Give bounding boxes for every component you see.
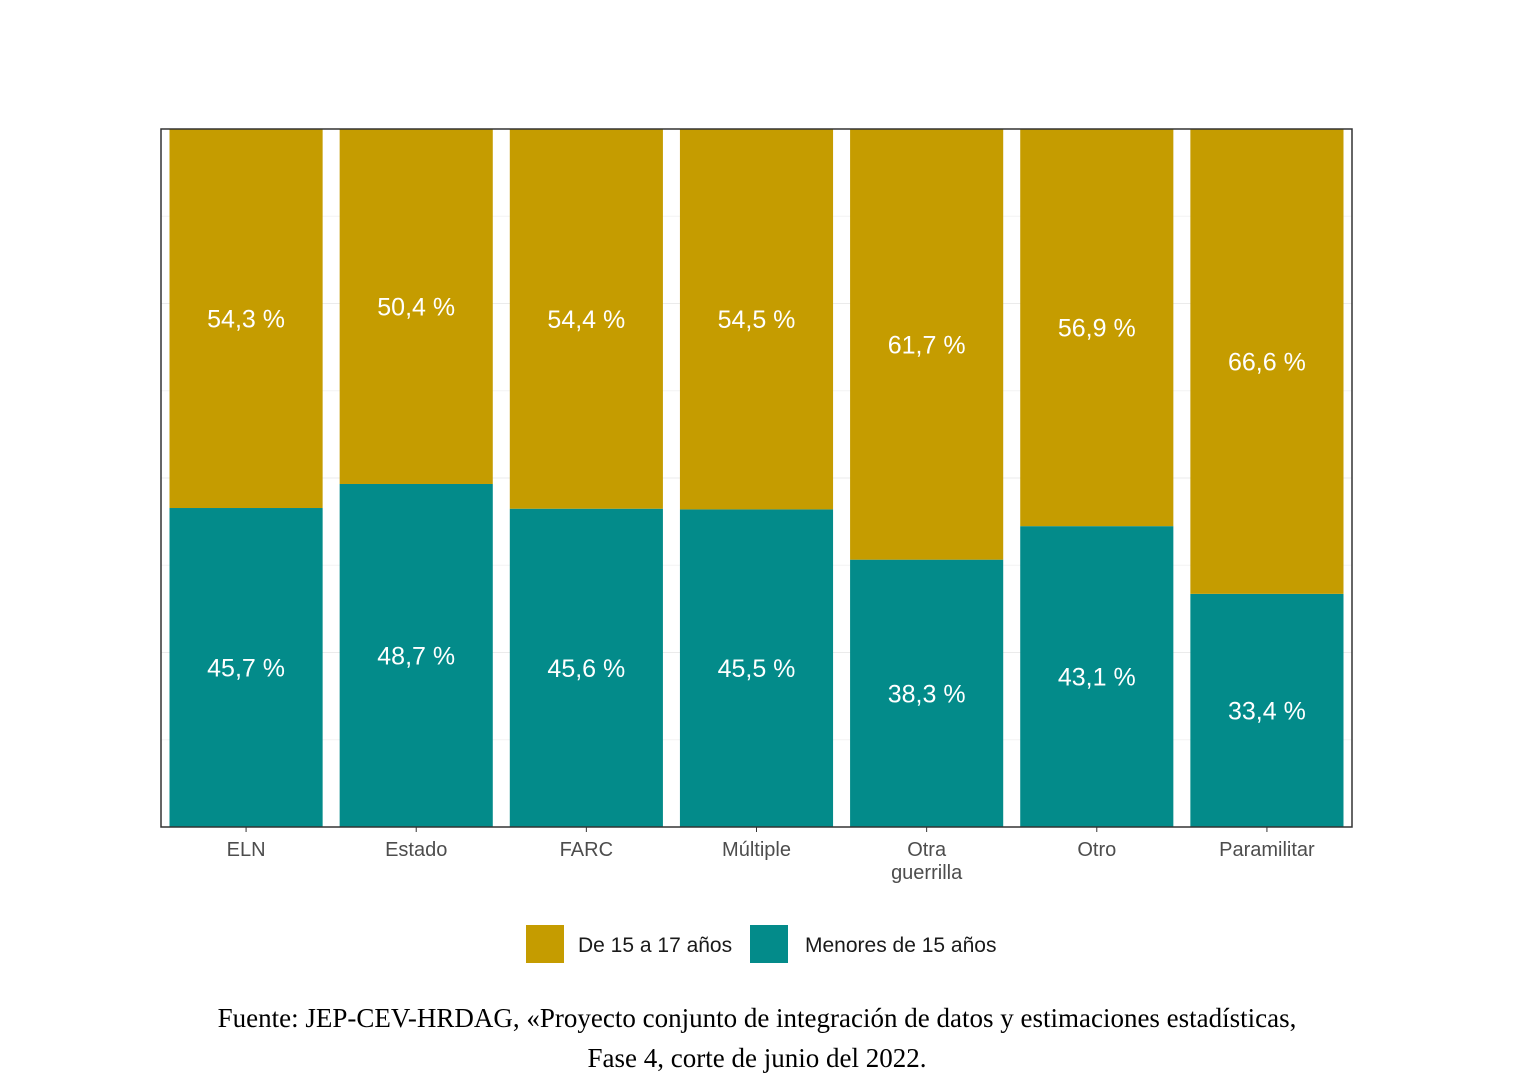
data-label: 38,3 %	[888, 680, 966, 708]
x-tick-label: Paramilitar	[1219, 839, 1315, 861]
bar-segment-paramilitar-menores	[1190, 593, 1344, 827]
x-tick-label: Otra guerrilla	[891, 839, 963, 884]
legend-label: Menores de 15 años	[805, 934, 996, 957]
bar-segment-estado-15-17	[339, 129, 493, 484]
data-label: 33,4 %	[1228, 697, 1306, 725]
data-label: 45,7 %	[207, 655, 285, 683]
bar-segment-multiple-menores	[679, 509, 834, 827]
bar-segment-farc-15-17	[509, 129, 663, 509]
bar-segment-paramilitar-15-17	[1190, 129, 1344, 594]
legend-key	[526, 925, 564, 963]
x-tick-label: Estado	[385, 839, 447, 861]
legend-label: De 15 a 17 años	[578, 934, 732, 957]
bar-segment-estado-menores	[339, 483, 493, 827]
bar-segment-eln-15-17	[169, 129, 323, 509]
data-label: 61,7 %	[888, 331, 966, 359]
bar-segment-multiple-15-17	[679, 129, 834, 510]
data-label: 54,3 %	[207, 306, 285, 334]
bar-segment-farc-menores	[509, 508, 663, 827]
bar-segment-otra-guerrilla-15-17	[850, 129, 1004, 560]
x-tick-label: ELN	[227, 839, 266, 861]
source-line-2: Fase 4, corte de junio del 2022.	[587, 1043, 927, 1073]
data-label: 54,5 %	[718, 306, 796, 334]
data-label: 56,9 %	[1058, 315, 1136, 343]
source-note: Fuente: JEP-CEV-HRDAG, «Proyecto conjunt…	[0, 998, 1514, 1078]
bar-segment-eln-menores	[169, 508, 323, 827]
plot-border	[160, 128, 1353, 828]
source-line-1: Fuente: JEP-CEV-HRDAG, «Proyecto conjunt…	[217, 1003, 1297, 1033]
data-label: 45,6 %	[547, 655, 625, 683]
data-label: 66,6 %	[1228, 348, 1306, 376]
stacked-bar-chart: 54,3 % 45,7 % ELN 50,4 % 48,7 % Estado 54,4 % 4…	[160, 128, 1353, 963]
x-tick-label: Otro	[1077, 839, 1116, 861]
bar-segment-otro-15-17	[1020, 129, 1174, 527]
data-label: 43,1 %	[1058, 664, 1136, 692]
legend-key	[750, 925, 788, 963]
x-tick-label: FARC	[560, 839, 613, 861]
legend: De 15 a 17 años Menores de 15 años	[526, 925, 996, 963]
data-label: 48,7 %	[377, 642, 455, 670]
x-tick-label: Múltiple	[722, 839, 791, 861]
data-label: 45,5 %	[718, 655, 796, 683]
bar-segment-otro-menores	[1020, 526, 1174, 827]
data-label: 50,4 %	[377, 293, 455, 321]
bar-segment-otra-guerrilla-menores	[850, 559, 1004, 827]
data-label: 54,4 %	[547, 306, 625, 334]
